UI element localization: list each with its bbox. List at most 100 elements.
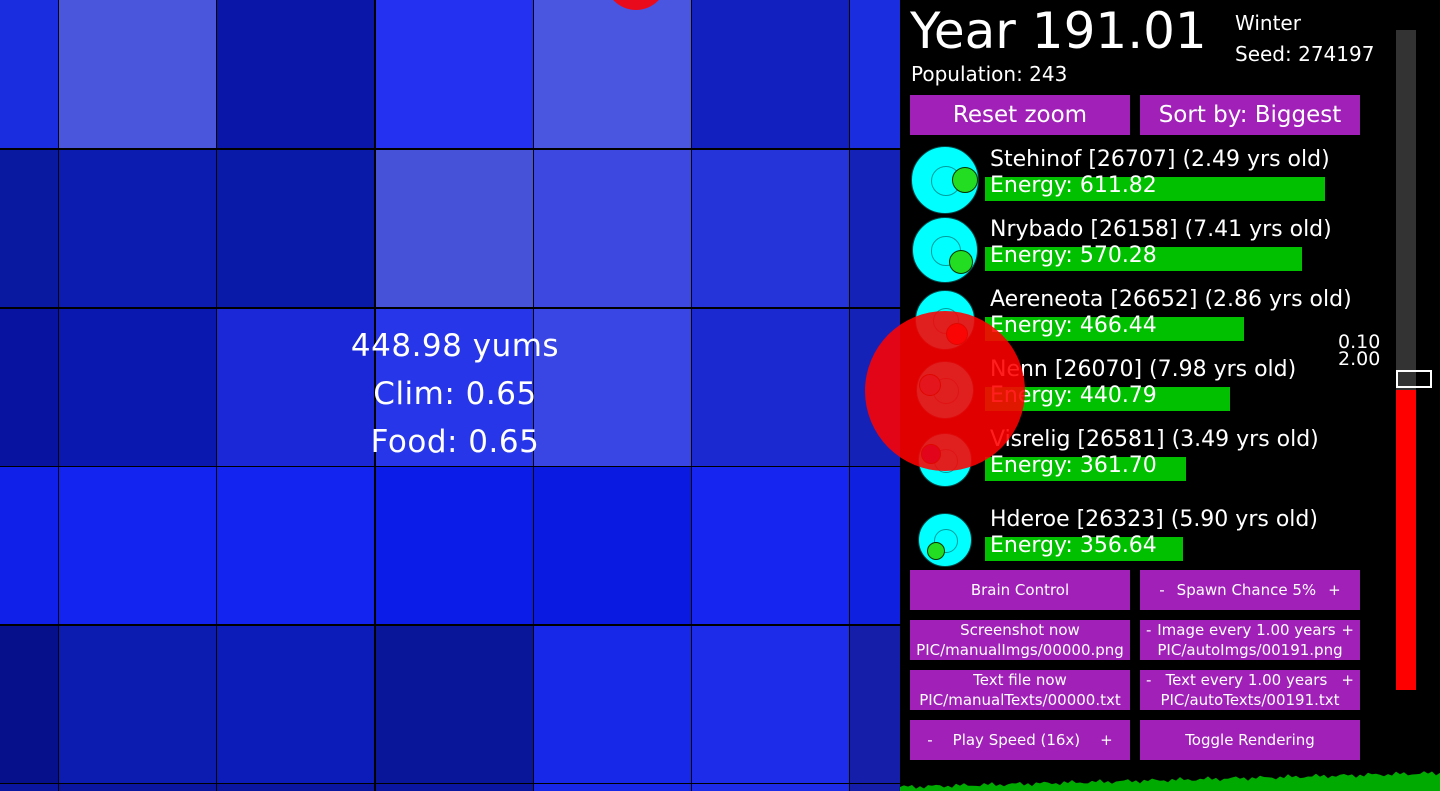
world-tile[interactable]	[691, 625, 850, 784]
world-tile[interactable]	[375, 149, 534, 308]
world-tile[interactable]	[375, 0, 534, 149]
speed-slider-handle[interactable]	[1396, 370, 1432, 388]
world-tile[interactable]	[375, 625, 534, 784]
world-tile[interactable]	[0, 783, 59, 791]
world-tile[interactable]	[533, 466, 692, 625]
creature-energy: Energy: 466.44	[990, 313, 1157, 338]
image-every-label: Image every 1.00 years	[1157, 621, 1336, 639]
world-tile[interactable]	[0, 308, 59, 467]
world-tile[interactable]	[58, 625, 217, 784]
creature-energy: Energy: 570.28	[990, 243, 1157, 268]
seed-label: Seed: 274197	[1235, 42, 1375, 66]
text-file-now-button[interactable]: Text file now PIC/manualTexts/00000.txt	[910, 670, 1130, 710]
creature-mouth-icon	[927, 542, 945, 560]
image-every-control[interactable]: - Image every 1.00 years + PIC/autoImgs/…	[1140, 620, 1360, 660]
text-every-plus[interactable]: +	[1341, 671, 1354, 689]
slider-label-overlap: 2.00	[1338, 348, 1381, 370]
creature-name: Visrelig [26581] (3.49 yrs old)	[990, 427, 1319, 452]
play-speed-control[interactable]: - Play Speed (16x) +	[910, 720, 1130, 760]
screenshot-now-button[interactable]: Screenshot now PIC/manualImgs/00000.png	[910, 620, 1130, 660]
world-tile[interactable]	[849, 0, 900, 149]
creature-list-item[interactable]: Visrelig [26581] (3.49 yrs old) Energy: 3…	[905, 425, 1365, 495]
world-tile[interactable]	[533, 149, 692, 308]
creature-list-item[interactable]: Hderoe [26323] (5.90 yrs old) Energy: 356…	[905, 505, 1365, 575]
energy-bar	[985, 247, 1302, 271]
brain-control-button[interactable]: Brain Control	[910, 570, 1130, 610]
population-count: Population: 243	[911, 62, 1068, 86]
creature-ring-icon	[934, 529, 958, 553]
world-tile[interactable]	[58, 0, 217, 149]
world-tile[interactable]	[216, 149, 375, 308]
play-speed-label: Play Speed (16x)	[952, 731, 1081, 749]
world-tile[interactable]	[216, 625, 375, 784]
creature-list-item[interactable]: Stehinof [26707] (2.49 yrs old) Energy: 6…	[905, 145, 1365, 215]
reset-zoom-button[interactable]: Reset zoom	[910, 95, 1130, 135]
world-tile[interactable]	[0, 0, 59, 149]
sort-by-button[interactable]: Sort by: Biggest	[1140, 95, 1360, 135]
world-tile[interactable]	[216, 783, 375, 791]
world-map[interactable]	[0, 0, 900, 791]
world-tile[interactable]	[691, 0, 850, 149]
world-tile[interactable]	[691, 466, 850, 625]
world-tile[interactable]	[849, 783, 900, 791]
creature-name: Aereneota [26652] (2.86 yrs old)	[990, 287, 1352, 312]
image-every-path: PIC/autoImgs/00191.png	[1157, 641, 1343, 659]
world-tile[interactable]	[849, 149, 900, 308]
creature-list-item[interactable]: Nrybado [26158] (7.41 yrs old) Energy: 57…	[905, 215, 1365, 285]
text-file-path: PIC/manualTexts/00000.txt	[919, 691, 1121, 709]
energy-bar	[985, 457, 1186, 481]
world-tile[interactable]	[375, 466, 534, 625]
population-graph-area	[900, 771, 1440, 791]
text-every-control[interactable]: - Text every 1.00 years + PIC/autoTexts/…	[1140, 670, 1360, 710]
world-tile[interactable]	[533, 308, 692, 467]
season-label: Winter	[1235, 11, 1301, 35]
world-tile[interactable]	[849, 466, 900, 625]
spawn-chance-label: Spawn Chance 5%	[1176, 581, 1317, 599]
world-tile[interactable]	[533, 783, 692, 791]
text-every-minus[interactable]: -	[1146, 671, 1152, 689]
creature-energy: Energy: 356.64	[990, 533, 1157, 558]
speed-slider-fill	[1396, 390, 1416, 690]
spawn-chance-minus[interactable]: -	[1159, 581, 1165, 599]
screenshot-path: PIC/manualImgs/00000.png	[916, 641, 1124, 659]
world-tile[interactable]	[691, 149, 850, 308]
creature-body-icon	[918, 513, 972, 567]
creature-name: Nenn [26070] (7.98 yrs old)	[990, 357, 1297, 382]
world-tile[interactable]	[0, 625, 59, 784]
world-tile[interactable]	[533, 0, 692, 149]
energy-bar	[985, 387, 1230, 411]
world-tile[interactable]	[58, 308, 217, 467]
creature-red-top[interactable]	[605, 0, 667, 10]
energy-bar	[985, 177, 1325, 201]
brain-control-label: Brain Control	[970, 581, 1070, 599]
world-tile[interactable]	[849, 625, 900, 784]
image-every-plus[interactable]: +	[1341, 621, 1354, 639]
population-graph	[900, 771, 1440, 791]
play-speed-minus[interactable]: -	[927, 731, 933, 749]
world-tile[interactable]	[375, 308, 534, 467]
creature-name: Stehinof [26707] (2.49 yrs old)	[990, 147, 1330, 172]
creature-body-icon	[911, 146, 979, 214]
world-tile[interactable]	[58, 149, 217, 308]
world-tile[interactable]	[691, 783, 850, 791]
world-tile[interactable]	[533, 625, 692, 784]
world-tile[interactable]	[58, 466, 217, 625]
tile-food-amount: 448.98 yums	[350, 328, 560, 364]
world-tile[interactable]	[0, 149, 59, 308]
year-display: Year 191.01	[910, 2, 1207, 60]
play-speed-plus[interactable]: +	[1100, 731, 1113, 749]
world-tile[interactable]	[691, 308, 850, 467]
world-tile[interactable]	[216, 308, 375, 467]
spawn-chance-control[interactable]: - Spawn Chance 5% +	[1140, 570, 1360, 610]
tile-info: 448.98 yums Clim: 0.65 Food: 0.65	[300, 322, 610, 466]
toggle-rendering-button[interactable]: Toggle Rendering	[1140, 720, 1360, 760]
world-tile[interactable]	[216, 466, 375, 625]
world-tile[interactable]	[375, 783, 534, 791]
world-tile[interactable]	[58, 783, 217, 791]
text-every-path: PIC/autoTexts/00191.txt	[1160, 691, 1340, 709]
image-every-minus[interactable]: -	[1146, 621, 1152, 639]
spawn-chance-plus[interactable]: +	[1328, 581, 1341, 599]
world-tile[interactable]	[0, 466, 59, 625]
creature-red-large[interactable]	[865, 311, 1025, 471]
world-tile[interactable]	[216, 0, 375, 149]
